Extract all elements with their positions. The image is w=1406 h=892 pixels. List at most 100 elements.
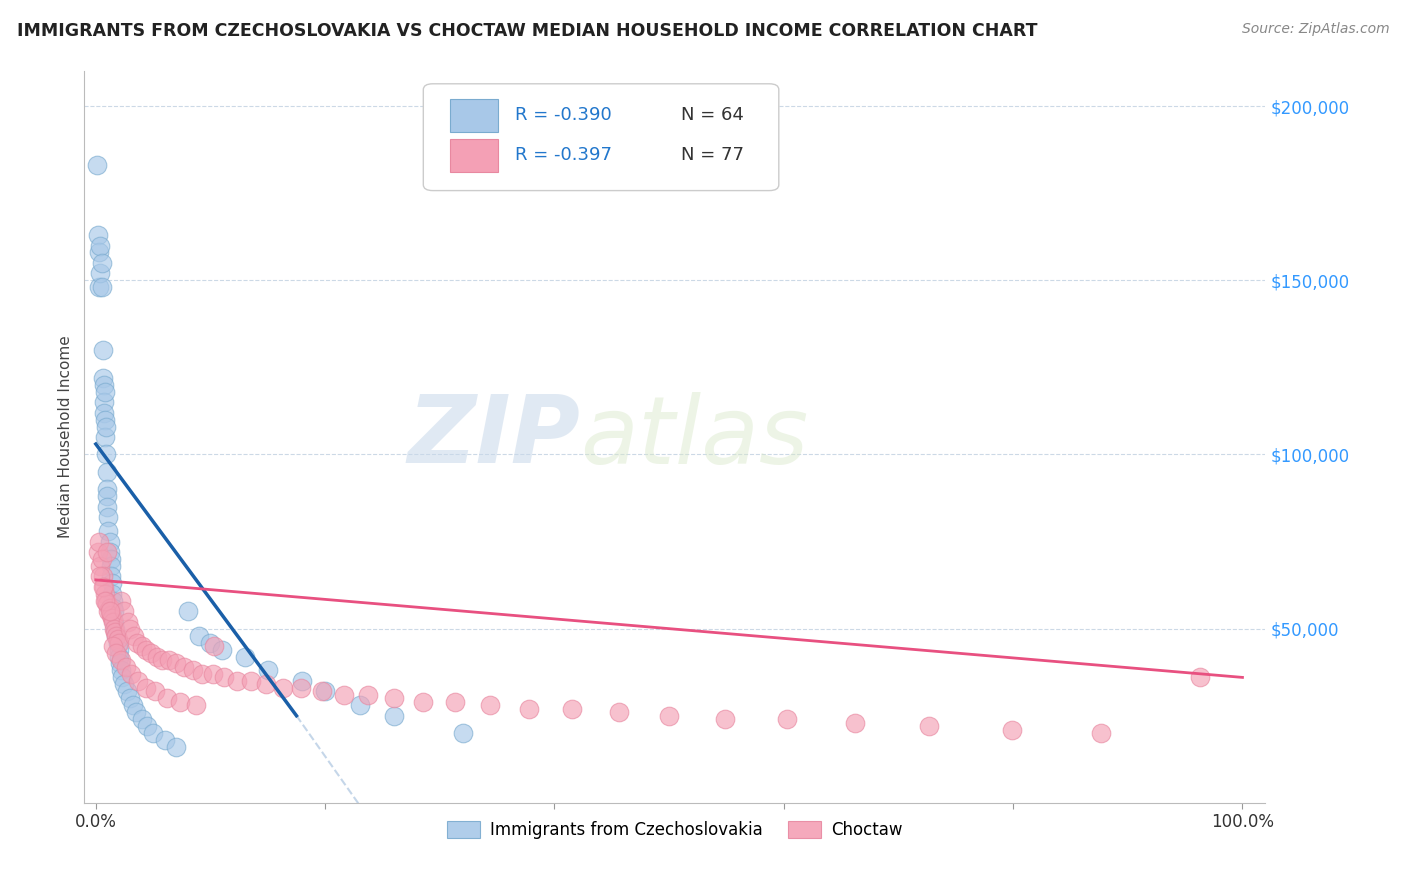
Point bbox=[120, 622, 142, 636]
FancyBboxPatch shape bbox=[450, 139, 498, 172]
Point bbox=[105, 646, 128, 660]
Point bbox=[1001, 723, 1024, 737]
Point bbox=[96, 489, 118, 503]
Point bbox=[104, 625, 127, 640]
Text: ZIP: ZIP bbox=[408, 391, 581, 483]
Point bbox=[200, 635, 222, 649]
Point bbox=[145, 684, 167, 698]
Point bbox=[100, 558, 122, 573]
Point bbox=[114, 677, 136, 691]
Point bbox=[131, 639, 153, 653]
Point bbox=[96, 465, 118, 479]
Point bbox=[412, 695, 434, 709]
Point bbox=[225, 673, 247, 688]
FancyBboxPatch shape bbox=[423, 84, 779, 191]
Point bbox=[356, 688, 378, 702]
Point bbox=[239, 673, 262, 688]
Point bbox=[105, 629, 128, 643]
Point bbox=[110, 653, 132, 667]
Point bbox=[157, 653, 180, 667]
Point bbox=[233, 649, 256, 664]
Text: N = 64: N = 64 bbox=[681, 106, 744, 124]
Point bbox=[87, 228, 110, 243]
Point bbox=[120, 667, 142, 681]
Text: Source: ZipAtlas.com: Source: ZipAtlas.com bbox=[1241, 22, 1389, 37]
Point bbox=[90, 552, 112, 566]
Point bbox=[100, 552, 122, 566]
Point bbox=[98, 545, 121, 559]
Point bbox=[127, 635, 149, 649]
Point bbox=[101, 600, 124, 615]
Point bbox=[105, 629, 128, 643]
Point bbox=[121, 698, 143, 713]
Point bbox=[91, 343, 114, 357]
Point bbox=[93, 406, 115, 420]
Point bbox=[211, 642, 233, 657]
Point bbox=[114, 660, 136, 674]
Point bbox=[125, 705, 148, 719]
Point bbox=[97, 510, 120, 524]
Point bbox=[311, 684, 333, 698]
Point bbox=[165, 740, 187, 755]
Point bbox=[94, 448, 117, 462]
Text: R = -0.390: R = -0.390 bbox=[516, 106, 612, 124]
Point bbox=[714, 712, 737, 726]
Point bbox=[142, 726, 165, 740]
Point bbox=[97, 524, 120, 538]
Point bbox=[104, 622, 127, 636]
Point bbox=[91, 580, 114, 594]
Point bbox=[89, 280, 111, 294]
Point bbox=[136, 719, 159, 733]
Point bbox=[479, 698, 502, 713]
Point bbox=[94, 430, 117, 444]
Point bbox=[89, 238, 111, 252]
Point bbox=[103, 604, 125, 618]
Point bbox=[173, 660, 195, 674]
Point bbox=[191, 667, 214, 681]
Point bbox=[103, 615, 125, 629]
Point bbox=[110, 664, 132, 678]
Point bbox=[89, 534, 111, 549]
Point bbox=[115, 684, 138, 698]
Point bbox=[93, 580, 115, 594]
Point bbox=[87, 545, 110, 559]
Point bbox=[101, 615, 124, 629]
Point bbox=[107, 642, 129, 657]
Point bbox=[97, 604, 120, 618]
Point bbox=[443, 695, 465, 709]
Point bbox=[108, 657, 131, 671]
Point bbox=[100, 569, 122, 583]
Point bbox=[111, 670, 134, 684]
Point bbox=[188, 629, 211, 643]
Point bbox=[98, 604, 121, 618]
Point bbox=[1090, 726, 1112, 740]
Point bbox=[165, 657, 187, 671]
Point bbox=[184, 698, 207, 713]
Point bbox=[201, 667, 224, 681]
Point bbox=[93, 395, 115, 409]
Point bbox=[89, 245, 111, 260]
Point bbox=[290, 681, 312, 695]
Point bbox=[658, 708, 681, 723]
Point bbox=[90, 280, 112, 294]
Point bbox=[517, 702, 540, 716]
Point bbox=[291, 673, 314, 688]
Point bbox=[94, 412, 117, 426]
Point bbox=[135, 642, 157, 657]
Point bbox=[1189, 670, 1212, 684]
Point bbox=[107, 649, 129, 664]
Point bbox=[94, 594, 117, 608]
Point bbox=[101, 587, 124, 601]
Point bbox=[561, 702, 583, 716]
Point bbox=[107, 632, 129, 646]
Point bbox=[844, 715, 866, 730]
Point bbox=[918, 719, 941, 733]
Point bbox=[776, 712, 799, 726]
Text: R = -0.397: R = -0.397 bbox=[516, 146, 613, 164]
Point bbox=[254, 677, 277, 691]
Point bbox=[96, 545, 118, 559]
Legend: Immigrants from Czechoslovakia, Choctaw: Immigrants from Czechoslovakia, Choctaw bbox=[440, 814, 910, 846]
Point bbox=[86, 158, 108, 172]
Point bbox=[98, 600, 121, 615]
Point bbox=[107, 635, 129, 649]
